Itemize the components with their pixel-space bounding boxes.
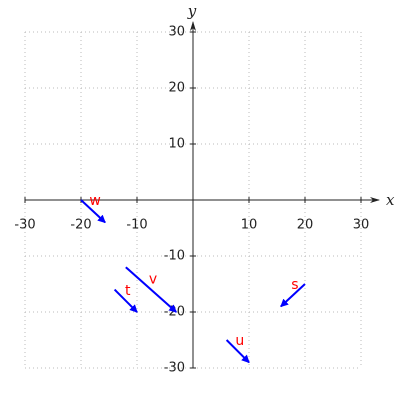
x-tick-label: -20 (70, 218, 91, 233)
vector-label: u (235, 333, 244, 349)
vector-arrow (225, 339, 250, 364)
x-tick-label: 30 (353, 218, 370, 233)
x-tick-label: -10 (126, 218, 147, 233)
vector-label: s (291, 277, 298, 293)
y-tick-label: -30 (164, 361, 185, 376)
x-axis-label: x (386, 191, 395, 209)
vector-label: t (125, 283, 131, 299)
vector-arrow (80, 199, 106, 224)
vector-arrow (113, 288, 138, 313)
x-tick-label: 10 (241, 218, 258, 233)
y-axis-label: y (187, 2, 197, 20)
vector-arrow (280, 283, 306, 308)
vector-label: v (149, 272, 157, 288)
vector-arrow (125, 266, 177, 313)
x-tick-label: 20 (297, 218, 314, 233)
vector-label: w (89, 193, 100, 209)
y-tick-label: 10 (168, 137, 185, 152)
x-tick-label: -30 (14, 218, 35, 233)
y-tick-label: 30 (168, 25, 185, 40)
y-tick-label: 20 (168, 81, 185, 96)
y-tick-label: -10 (164, 249, 185, 264)
y-tick-label: -20 (164, 305, 185, 320)
